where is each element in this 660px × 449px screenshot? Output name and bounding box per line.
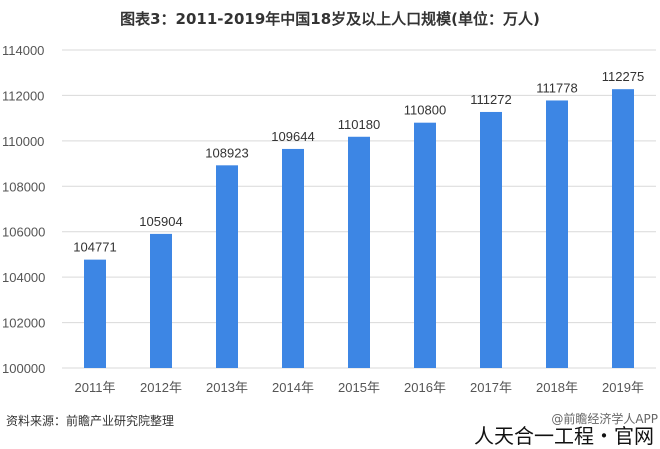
y-tick-label: 104000	[2, 270, 45, 285]
y-tick-label: 106000	[2, 225, 45, 240]
x-tick-label: 2012年	[140, 380, 182, 395]
bar	[612, 89, 634, 369]
x-tick-label: 2015年	[338, 380, 380, 395]
bar	[84, 259, 106, 368]
bar	[348, 136, 370, 368]
x-tick-label: 2018年	[536, 380, 578, 395]
credit-text: @前瞻经济学人APP	[551, 412, 658, 426]
chart-title: 图表3：2011-2019年中国18岁及以上人口规模(单位：万人)	[120, 10, 540, 28]
x-tick-label: 2013年	[206, 380, 248, 395]
source-note: 资料来源：前瞻产业研究院整理	[6, 414, 175, 428]
y-tick-label: 114000	[2, 43, 44, 58]
data-label: 110800	[404, 103, 446, 118]
watermark-stamp: 人天合一工程・官网	[474, 424, 654, 448]
x-tick-label: 2016年	[404, 380, 446, 395]
bar-chart: 100000 102000 104000 106000 108000 110000 1120…	[2, 43, 656, 395]
bar	[546, 100, 568, 369]
y-tick-label: 108000	[2, 179, 45, 194]
bar	[150, 233, 172, 368]
y-tick-label: 100000	[2, 361, 45, 376]
bar	[282, 148, 304, 368]
data-label: 112275	[602, 69, 644, 84]
x-tick-label: 2014年	[272, 380, 314, 395]
data-label: 108923	[205, 145, 248, 160]
x-tick-label: 2019年	[602, 380, 644, 395]
bar	[216, 165, 238, 368]
bar	[480, 111, 502, 368]
y-tick-label: 112000	[2, 88, 44, 103]
data-label: 105904	[139, 214, 182, 229]
y-tick-label: 110000	[2, 134, 44, 149]
x-tick-label: 2017年	[470, 380, 512, 395]
y-tick-label: 102000	[2, 316, 45, 331]
x-tick-label: 2011年	[75, 380, 116, 395]
bar	[414, 122, 436, 368]
data-label: 110180	[338, 117, 380, 132]
data-label: 111778	[536, 80, 577, 95]
data-label: 109644	[271, 129, 314, 144]
data-label: 104771	[73, 240, 116, 255]
data-label: 111272	[470, 92, 511, 107]
